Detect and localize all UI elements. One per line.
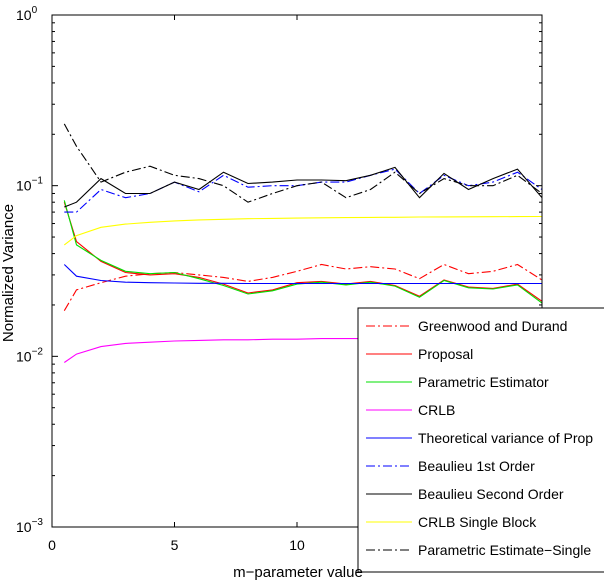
- x-tick-label: 0: [48, 537, 56, 553]
- legend-entry-label: CRLB Single Block: [418, 514, 537, 530]
- legend-entry-label: Parametric Estimate−Single: [418, 542, 591, 558]
- legend-box: [357, 307, 604, 573]
- series-line-6: [64, 168, 542, 213]
- legend-entry-label: Proposal: [418, 346, 473, 362]
- series-line-5: [63, 264, 542, 285]
- series-group: [63, 123, 542, 363]
- legend-entry-label: Theoretical variance of Prop: [418, 430, 593, 446]
- x-tick-label: 5: [171, 537, 179, 553]
- legend-entry-label: Beaulieu Second Order: [418, 486, 564, 502]
- legend-entry-label: Beaulieu 1st Order: [418, 458, 535, 474]
- x-axis-label: m−parameter value: [233, 564, 363, 580]
- x-tick-label: 10: [289, 537, 305, 553]
- y-axis-label: Normalized Variance: [0, 204, 17, 342]
- legend-entry-label: Parametric Estimator: [418, 374, 549, 390]
- y-tick-label: 10−1: [16, 176, 43, 194]
- series-line-2: [63, 202, 542, 302]
- series-line-9: [63, 123, 542, 203]
- y-tick-label: 10−3: [16, 517, 43, 535]
- series-line-3: [63, 200, 542, 304]
- series-line-7: [64, 166, 542, 208]
- legend-entry-label: Greenwood and Durand: [418, 318, 567, 334]
- legend-entry-label: CRLB: [418, 402, 455, 418]
- series-line-8: [63, 215, 542, 246]
- y-tick-label: 10−2: [16, 346, 43, 364]
- y-tick-label: 100: [16, 5, 38, 23]
- plot-area: [63, 123, 542, 363]
- legend: Greenwood and Durand Proposal Parametric E…: [357, 307, 604, 573]
